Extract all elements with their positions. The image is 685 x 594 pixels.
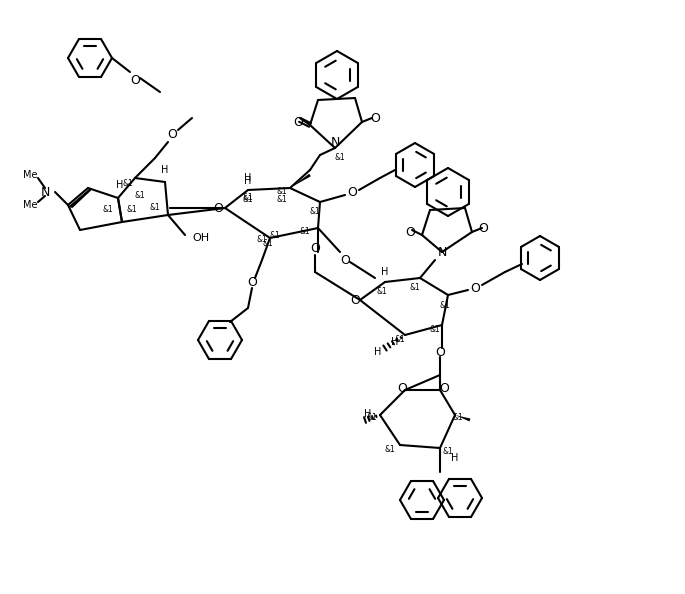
Text: O: O [350, 293, 360, 307]
Text: &1: &1 [366, 413, 377, 422]
Text: Me: Me [23, 200, 37, 210]
Text: O: O [470, 282, 480, 295]
Text: O: O [439, 381, 449, 394]
Text: O: O [347, 187, 357, 200]
Text: &1: &1 [135, 191, 145, 200]
Text: H: H [374, 347, 382, 357]
Text: &1: &1 [270, 230, 280, 239]
Text: N: N [330, 135, 340, 148]
Text: Me: Me [23, 170, 37, 180]
Text: O: O [370, 112, 380, 125]
Text: O: O [397, 381, 407, 394]
Text: &1: &1 [149, 204, 160, 213]
Text: &1: &1 [262, 239, 273, 248]
Text: N: N [40, 185, 50, 198]
Text: &1: &1 [440, 301, 450, 309]
Text: O: O [293, 115, 303, 128]
Text: &1: &1 [103, 206, 114, 214]
Text: &1: &1 [429, 326, 440, 334]
Text: O: O [478, 222, 488, 235]
Text: &1: &1 [242, 195, 253, 204]
Text: &1: &1 [310, 207, 321, 216]
Text: &1: &1 [242, 194, 253, 203]
Text: &1: &1 [395, 336, 406, 345]
Text: &1: &1 [443, 447, 453, 457]
Text: &1: &1 [277, 195, 288, 204]
Text: N: N [437, 245, 447, 258]
Text: H: H [245, 176, 251, 186]
Text: O: O [310, 242, 320, 254]
Text: O: O [247, 276, 257, 289]
Text: &1: &1 [123, 179, 134, 188]
Text: &1: &1 [127, 206, 138, 214]
Text: H: H [364, 409, 372, 419]
Text: O: O [340, 254, 350, 267]
Text: &1: &1 [410, 283, 421, 292]
Text: O: O [130, 74, 140, 87]
Text: O: O [435, 346, 445, 359]
Text: &1: &1 [257, 235, 267, 245]
Text: O: O [405, 226, 415, 239]
Text: H: H [451, 453, 459, 463]
Text: OH: OH [192, 233, 209, 243]
Text: H: H [382, 267, 388, 277]
Text: &1: &1 [299, 228, 310, 236]
Text: &1: &1 [335, 153, 345, 163]
Text: H: H [245, 173, 251, 183]
Text: &1: &1 [384, 446, 395, 454]
Text: H: H [391, 337, 399, 347]
Text: &1: &1 [453, 413, 463, 422]
Text: &1: &1 [277, 188, 288, 197]
Text: H: H [161, 165, 169, 175]
Text: H: H [116, 180, 124, 190]
Text: O: O [213, 201, 223, 214]
Polygon shape [455, 415, 471, 421]
Text: O: O [167, 128, 177, 141]
Polygon shape [290, 173, 311, 188]
Text: &1: &1 [377, 287, 388, 296]
